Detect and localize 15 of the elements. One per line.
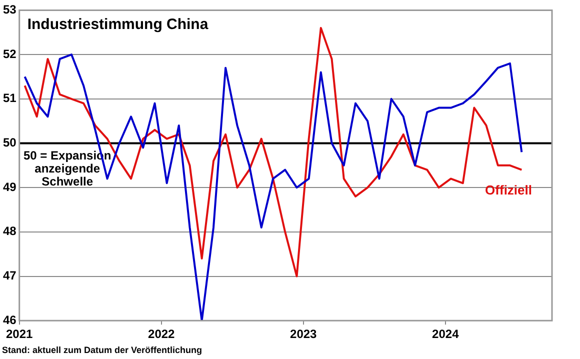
y-tick-label: 47 xyxy=(2,268,17,283)
y-tick-label: 50 xyxy=(2,136,17,150)
x-tick-label: 2022 xyxy=(148,327,176,342)
y-tick-label: 48 xyxy=(2,224,17,238)
chart-title: Industriestimmung China xyxy=(27,16,209,33)
text: Stand: aktuell zum Datum der Veröffentlichung xyxy=(2,345,202,355)
y-tick-label: 53 xyxy=(2,2,17,17)
y-tick-label: 51 xyxy=(2,91,17,106)
x-tick-label: 2021 xyxy=(6,327,34,342)
x-tick-label: 2023 xyxy=(290,327,318,342)
y-tick-label: 49 xyxy=(2,180,17,194)
x-tick-label: 2024 xyxy=(432,327,460,342)
series-label: Offiziell xyxy=(485,182,532,198)
y-tick-label: 46 xyxy=(2,312,17,327)
y-tick-label: 52 xyxy=(2,46,17,61)
